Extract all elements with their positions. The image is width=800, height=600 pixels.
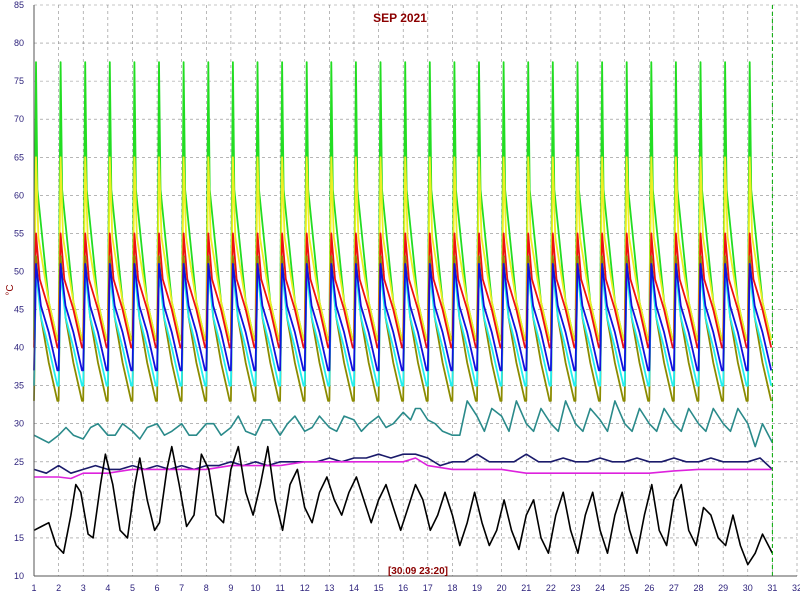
series-line-magenta bbox=[34, 457, 773, 480]
y-tick-label: 65 bbox=[14, 152, 24, 162]
series-line-teal bbox=[33, 400, 774, 448]
x-tick-label: 15 bbox=[374, 583, 384, 593]
y-tick-label: 45 bbox=[14, 305, 24, 315]
x-tick-label: 17 bbox=[423, 583, 433, 593]
x-tick-label: 9 bbox=[228, 583, 233, 593]
y-tick-label: 75 bbox=[14, 76, 24, 86]
y-tick-label: 85 bbox=[14, 0, 24, 10]
x-tick-label: 31 bbox=[767, 583, 777, 593]
series-layer bbox=[33, 61, 774, 566]
series-line-olive bbox=[33, 255, 773, 402]
x-tick-label: 25 bbox=[620, 583, 630, 593]
y-axis-label: °C bbox=[5, 284, 16, 295]
y-tick-label: 25 bbox=[14, 457, 24, 467]
y-tick-label: 50 bbox=[14, 266, 24, 276]
x-tick-label: 29 bbox=[718, 583, 728, 593]
x-tick-label: 10 bbox=[251, 583, 261, 593]
x-tick-label: 24 bbox=[595, 583, 605, 593]
y-tick-label: 55 bbox=[14, 228, 24, 238]
x-tick-label: 19 bbox=[472, 583, 482, 593]
x-tick-label: 2 bbox=[56, 583, 61, 593]
x-tick-label: 27 bbox=[669, 583, 679, 593]
y-tick-label: 60 bbox=[14, 190, 24, 200]
y-tick-label: 35 bbox=[14, 381, 24, 391]
x-tick-label: 28 bbox=[694, 583, 704, 593]
timestamp-label: [30.09 23:20] bbox=[388, 566, 448, 577]
y-tick-label: 80 bbox=[14, 38, 24, 48]
x-tick-label: 5 bbox=[130, 583, 135, 593]
y-tick-labels: 10 15 20 25 30 35 40 45 50 55 60 65 70 75 80 85 bbox=[14, 0, 24, 581]
x-tick-label: 13 bbox=[324, 583, 334, 593]
y-tick-label: 15 bbox=[14, 533, 24, 543]
x-tick-label: 20 bbox=[497, 583, 507, 593]
x-tick-labels: 1 2 3 4 5 6 7 8 9 10 11 12 13 14 15 16 17 18 19 20 21 22 23 24 2… bbox=[31, 583, 800, 593]
axes bbox=[33, 5, 797, 577]
x-tick-label: 12 bbox=[300, 583, 310, 593]
series-line-cyan bbox=[33, 270, 773, 387]
x-tick-label: 32 bbox=[792, 583, 800, 593]
x-tick-label: 30 bbox=[743, 583, 753, 593]
series-line-yellow bbox=[33, 156, 773, 341]
series-line-navy bbox=[33, 453, 773, 474]
x-tick-label: 11 bbox=[275, 583, 284, 593]
x-tick-label: 14 bbox=[349, 583, 359, 593]
x-tick-label: 16 bbox=[398, 583, 408, 593]
y-tick-label: 10 bbox=[14, 571, 24, 581]
x-tick-label: 22 bbox=[546, 583, 556, 593]
x-tick-label: 6 bbox=[155, 583, 160, 593]
y-tick-label: 30 bbox=[14, 419, 24, 429]
y-tick-label: 70 bbox=[14, 114, 24, 124]
x-tick-label: 3 bbox=[81, 583, 86, 593]
x-tick-label: 23 bbox=[570, 583, 580, 593]
x-tick-label: 8 bbox=[204, 583, 209, 593]
x-tick-label: 4 bbox=[105, 583, 110, 593]
x-tick-label: 18 bbox=[447, 583, 457, 593]
x-tick-label: 21 bbox=[521, 583, 531, 593]
series-line-black bbox=[33, 445, 774, 566]
chart-title: SEP 2021 bbox=[373, 11, 427, 25]
x-tick-label: 1 bbox=[31, 583, 36, 593]
x-tick-label: 26 bbox=[644, 583, 654, 593]
x-tick-label: 7 bbox=[179, 583, 184, 593]
y-tick-label: 40 bbox=[14, 343, 24, 353]
y-tick-label: 20 bbox=[14, 495, 24, 505]
series-line-blue bbox=[33, 263, 773, 372]
